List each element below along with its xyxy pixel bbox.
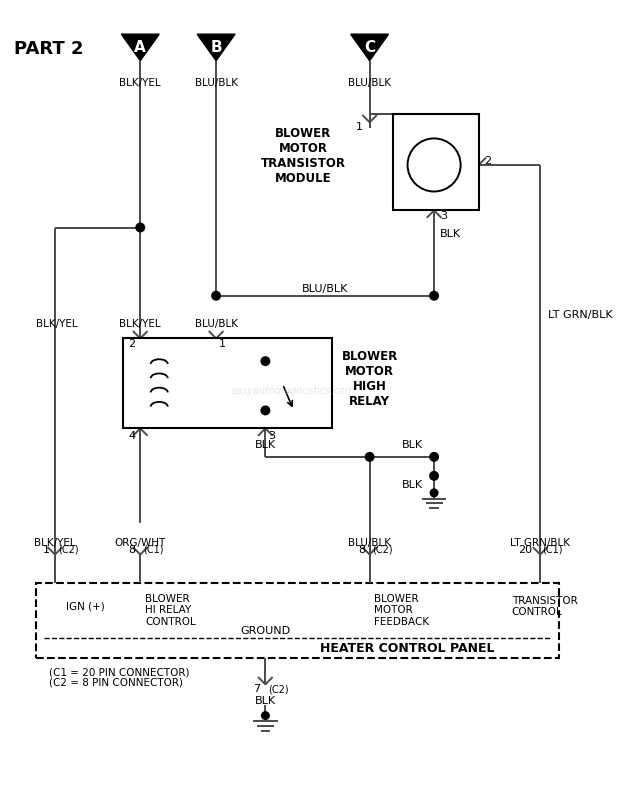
Text: BLK: BLK <box>402 480 423 490</box>
Bar <box>123 338 332 429</box>
Text: easyautodiagnostics.com: easyautodiagnostics.com <box>231 386 355 395</box>
Text: 1: 1 <box>219 339 226 349</box>
Circle shape <box>261 357 269 366</box>
Text: GROUND: GROUND <box>240 626 290 636</box>
Circle shape <box>136 223 145 232</box>
Polygon shape <box>121 34 159 61</box>
Text: BLK: BLK <box>440 229 461 239</box>
Text: 8: 8 <box>358 545 365 554</box>
Text: BLK/YEL: BLK/YEL <box>34 538 76 548</box>
Bar <box>36 583 559 658</box>
Text: IGN (+): IGN (+) <box>66 602 105 612</box>
Text: PART 2: PART 2 <box>14 40 83 58</box>
Text: (C2): (C2) <box>58 545 78 554</box>
Text: (C2): (C2) <box>268 684 289 694</box>
Text: 1: 1 <box>356 122 363 132</box>
Text: (C2): (C2) <box>373 545 393 554</box>
Text: BLU/BLK: BLU/BLK <box>348 78 391 89</box>
Circle shape <box>261 712 269 719</box>
Text: 20: 20 <box>519 545 533 554</box>
Text: BLK: BLK <box>255 441 276 450</box>
Text: 8: 8 <box>129 545 135 554</box>
Text: BLK: BLK <box>402 439 423 450</box>
Circle shape <box>430 489 438 497</box>
Text: BLU/BLK: BLU/BLK <box>348 538 391 548</box>
Bar <box>393 114 478 210</box>
Text: BLU/BLK: BLU/BLK <box>195 78 237 89</box>
Text: A: A <box>134 41 146 55</box>
Text: (C2 = 8 PIN CONNECTOR): (C2 = 8 PIN CONNECTOR) <box>49 678 184 688</box>
Text: 7: 7 <box>253 684 261 694</box>
Text: (C1): (C1) <box>143 545 164 554</box>
Text: TRANSISTOR
CONTROL: TRANSISTOR CONTROL <box>512 596 578 618</box>
Circle shape <box>212 291 221 300</box>
Text: 2: 2 <box>129 339 135 349</box>
Circle shape <box>365 453 374 461</box>
Text: BLOWER
MOTOR
FEEDBACK: BLOWER MOTOR FEEDBACK <box>375 594 430 627</box>
Text: HEATER CONTROL PANEL: HEATER CONTROL PANEL <box>320 642 495 655</box>
Polygon shape <box>350 34 389 61</box>
Circle shape <box>430 453 438 461</box>
Text: 3: 3 <box>268 431 275 441</box>
Text: ORG/WHT: ORG/WHT <box>115 538 166 548</box>
Text: BLK/YEL: BLK/YEL <box>119 319 161 329</box>
Text: 2: 2 <box>485 156 491 166</box>
Text: (C1 = 20 PIN CONNECTOR): (C1 = 20 PIN CONNECTOR) <box>49 667 190 678</box>
Text: 1: 1 <box>43 545 50 554</box>
Circle shape <box>407 138 460 191</box>
Polygon shape <box>197 34 235 61</box>
Circle shape <box>261 406 269 414</box>
Text: 4: 4 <box>129 431 135 441</box>
Text: (C1): (C1) <box>542 545 562 554</box>
Text: BLOWER
HI RELAY
CONTROL: BLOWER HI RELAY CONTROL <box>145 594 196 627</box>
Text: BLK/YEL: BLK/YEL <box>36 319 78 329</box>
Text: BLK/YEL: BLK/YEL <box>119 78 161 89</box>
Text: LT GRN/BLK: LT GRN/BLK <box>510 538 570 548</box>
Text: BLU/BLK: BLU/BLK <box>195 319 237 329</box>
Text: BLOWER
MOTOR
HIGH
RELAY: BLOWER MOTOR HIGH RELAY <box>342 350 398 408</box>
Text: B: B <box>210 41 222 55</box>
Text: BLOWER
MOTOR
TRANSISTOR
MODULE: BLOWER MOTOR TRANSISTOR MODULE <box>261 127 346 186</box>
Circle shape <box>430 471 438 480</box>
Text: 3: 3 <box>440 211 447 221</box>
Text: LT GRN/BLK: LT GRN/BLK <box>548 310 612 320</box>
Text: BLK: BLK <box>255 696 276 706</box>
Text: BLU/BLK: BLU/BLK <box>302 284 349 294</box>
Text: C: C <box>364 41 375 55</box>
Circle shape <box>430 291 438 300</box>
